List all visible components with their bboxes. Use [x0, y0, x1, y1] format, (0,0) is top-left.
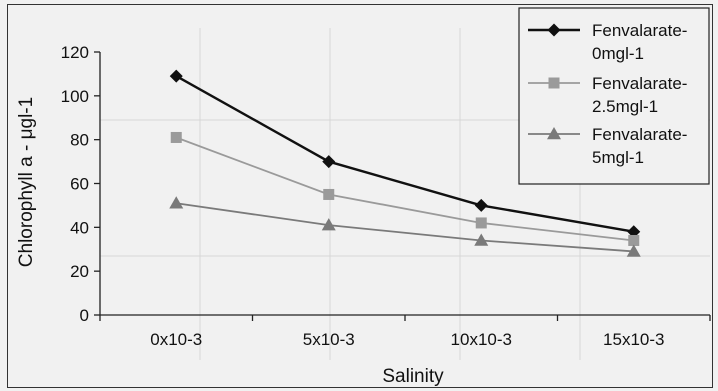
- y-tick-label: 0: [80, 306, 89, 325]
- data-point: [169, 69, 183, 83]
- data-point: [627, 225, 641, 239]
- y-axis: 0 20 40 60 80 100 120: [61, 43, 101, 325]
- y-tick-label: 100: [61, 87, 89, 106]
- series-2: [170, 131, 640, 246]
- legend-label-line: Fenvalarate-: [592, 21, 687, 40]
- data-point: [322, 155, 336, 169]
- legend-entry: Fenvalarate- 0mgl-1: [528, 21, 687, 63]
- legend: Fenvalarate-0mgl-1Fenvalarate-2.5mgl-1Fe…: [518, 7, 710, 185]
- legend-marker: [548, 77, 560, 89]
- legend-marker: [547, 127, 561, 140]
- legend-entry: Fenvalarate- 5mgl-1: [528, 125, 687, 167]
- legend-label-line: Fenvalarate-: [592, 74, 687, 93]
- x-axis: 0x10-3 5x10-3 10x10-3 15x10-3: [99, 314, 711, 349]
- x-axis-title: Salinity: [382, 366, 444, 387]
- series-1: [169, 69, 641, 239]
- series-3: [169, 196, 641, 257]
- legend-label-line: 5mgl-1: [592, 148, 644, 167]
- data-point: [169, 196, 184, 209]
- series-line: [175, 136, 634, 242]
- legend-label: Fenvalarate- 0mgl-1: [592, 21, 687, 63]
- series-line: [176, 202, 634, 253]
- y-tick-label: 40: [70, 218, 89, 237]
- legend-box: [518, 7, 710, 185]
- data-point: [626, 244, 641, 257]
- x-tick-label: 5x10-3: [303, 330, 355, 349]
- x-tick-label: 15x10-3: [603, 330, 664, 349]
- x-tick-label: 10x10-3: [451, 330, 512, 349]
- series-layer: [169, 69, 641, 257]
- y-tick-label: 80: [70, 131, 89, 150]
- data-point: [474, 198, 488, 212]
- legend-label: Fenvalarate- 5mgl-1: [592, 125, 687, 167]
- data-point: [170, 131, 182, 143]
- y-axis-title: Chlorophyll a - μgl-1: [16, 97, 37, 267]
- legend-entry: Fenvalarate- 2.5mgl-1: [528, 74, 687, 116]
- data-point: [474, 233, 489, 246]
- legend-label-line: 2.5mgl-1: [592, 97, 658, 116]
- legend-label-line: 0mgl-1: [592, 44, 644, 63]
- data-point: [321, 218, 336, 231]
- y-tick-label: 120: [61, 43, 89, 62]
- y-tick-label: 60: [70, 175, 89, 194]
- legend-marker: [547, 23, 561, 37]
- series-line: [175, 75, 634, 233]
- data-point: [475, 217, 487, 229]
- chart-border: [7, 4, 713, 388]
- legend-label-line: Fenvalarate-: [592, 125, 687, 144]
- legend-label: Fenvalarate- 2.5mgl-1: [592, 74, 687, 116]
- data-point: [628, 234, 640, 246]
- x-tick-label: 0x10-3: [150, 330, 202, 349]
- data-point: [323, 188, 335, 200]
- y-tick-label: 20: [70, 262, 89, 281]
